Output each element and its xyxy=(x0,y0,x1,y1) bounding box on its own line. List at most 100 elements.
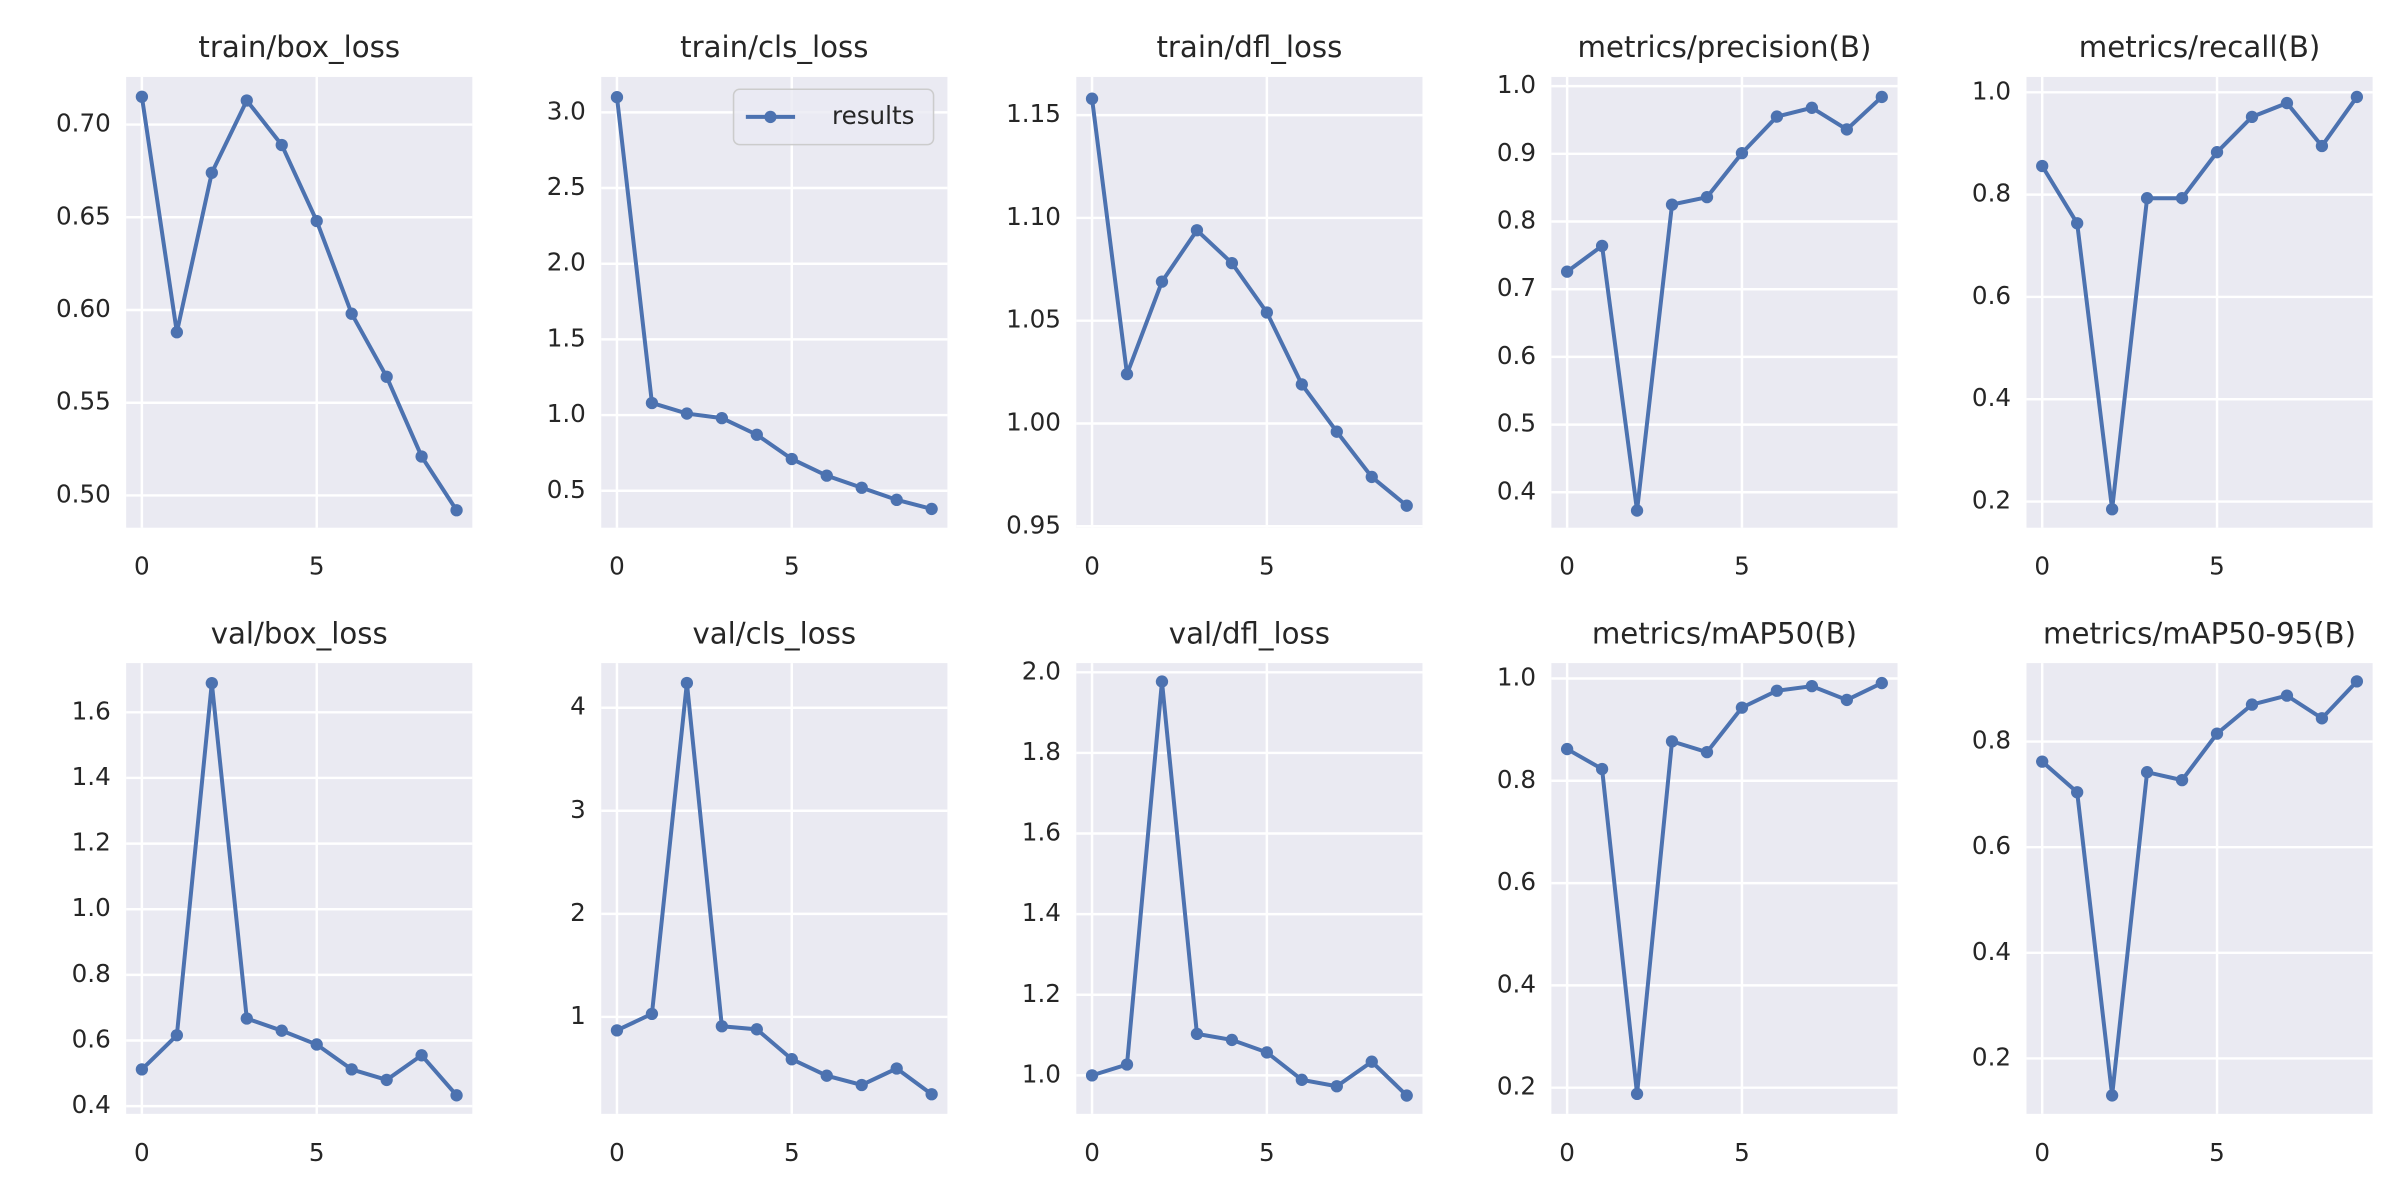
data-point xyxy=(1085,92,1099,105)
data-point xyxy=(205,676,218,690)
x-tick-label: 5 xyxy=(309,1138,325,1167)
subplot-title: metrics/precision(B) xyxy=(1578,30,1872,64)
y-tick-label: 0.8 xyxy=(72,959,111,988)
data-point xyxy=(715,411,729,425)
data-point xyxy=(1225,1033,1239,1047)
subplot: metrics/precision(B) 0.4 0.5 0.6 0.7 0.8 0.9 1.… xyxy=(1497,30,1898,581)
y-tick-label: 0.4 xyxy=(1972,383,2011,412)
x-tick-label: 0 xyxy=(1084,552,1100,581)
data-point xyxy=(380,1073,393,1087)
data-point xyxy=(1190,224,1204,237)
data-point xyxy=(1630,1087,1644,1100)
data-point xyxy=(345,307,358,320)
data-point xyxy=(2175,192,2189,205)
data-point xyxy=(1155,675,1169,688)
data-point xyxy=(785,1053,798,1066)
series-line xyxy=(139,96,459,512)
plot-area xyxy=(601,663,948,1114)
data-point xyxy=(450,504,463,517)
subplot-title: train/dfl_loss xyxy=(1156,30,1342,64)
y-tick-label: 0.2 xyxy=(1497,1072,1536,1101)
data-point xyxy=(2245,698,2259,711)
x-tick-label: 0 xyxy=(134,552,150,581)
subplot-title: val/box_loss xyxy=(211,616,388,650)
y-tick-label: 1.10 xyxy=(1006,202,1061,231)
legend-marker xyxy=(764,110,777,124)
data-point xyxy=(1560,265,1574,278)
data-point xyxy=(1875,676,1888,690)
subplot: train/cls_loss 0.5 1.0 1.5 2.0 2.5 3.0 0 5 result… xyxy=(547,30,948,581)
subplot-title: metrics/recall(B) xyxy=(2079,30,2321,64)
plot-area xyxy=(1551,663,1898,1114)
data-point xyxy=(1365,470,1378,484)
x-tick-label: 5 xyxy=(1259,1138,1275,1167)
data-point xyxy=(1400,499,1413,512)
data-point xyxy=(2140,766,2154,779)
data-point xyxy=(890,493,903,506)
data-point xyxy=(275,138,288,152)
y-tick-label: 0.4 xyxy=(1497,969,1536,998)
data-point xyxy=(645,1007,659,1021)
legend-box xyxy=(732,88,935,146)
y-tick-label: 1.0 xyxy=(547,399,586,428)
data-point xyxy=(2210,146,2224,159)
y-tick-label: 0.8 xyxy=(1972,179,2011,208)
data-point xyxy=(1120,1058,1134,1071)
y-tick-label: 0.8 xyxy=(1497,765,1536,794)
y-tick-label: 0.6 xyxy=(1972,831,2011,860)
y-tick-label: 1.05 xyxy=(1006,305,1061,334)
subplot: metrics/recall(B) 0.2 0.4 0.6 0.8 1.0 0 5 xyxy=(1972,30,2373,581)
data-point xyxy=(450,1089,463,1102)
y-tick-label: 1 xyxy=(570,1001,586,1030)
data-point xyxy=(1875,90,1888,104)
y-tick-label: 0.5 xyxy=(1497,409,1536,438)
y-tick-label: 1.0 xyxy=(1022,1059,1061,1088)
data-point xyxy=(2140,192,2154,205)
data-point xyxy=(1700,190,1714,204)
y-tick-label: 2.0 xyxy=(547,248,586,277)
x-tick-label: 0 xyxy=(2034,552,2050,581)
data-point xyxy=(785,452,798,466)
data-point xyxy=(1190,1027,1204,1041)
y-tick-label: 0.2 xyxy=(1972,1042,2011,1071)
subplot-title: train/cls_loss xyxy=(680,30,868,64)
data-point xyxy=(1805,679,1819,693)
y-tick-label: 1.00 xyxy=(1006,407,1061,436)
data-point xyxy=(610,91,624,104)
series-line xyxy=(2040,679,2359,1096)
y-tick-label: 0.4 xyxy=(72,1090,111,1119)
data-point xyxy=(1665,198,1679,211)
data-point xyxy=(2245,110,2259,124)
subplot: val/dfl_loss 1.0 1.2 1.4 1.6 1.8 2.0 0 5 xyxy=(1022,616,1423,1167)
series-line xyxy=(616,682,933,1096)
x-tick-label: 0 xyxy=(134,1138,150,1167)
subplot: val/cls_loss 1 2 3 4 0 5 xyxy=(570,616,948,1167)
y-tick-label: 0.6 xyxy=(1497,341,1536,370)
data-point xyxy=(820,469,833,482)
data-point xyxy=(925,502,938,516)
data-point xyxy=(170,1029,184,1042)
x-tick-label: 5 xyxy=(309,552,325,581)
plot-area xyxy=(2026,663,2373,1114)
data-point xyxy=(750,428,763,441)
data-point xyxy=(1840,693,1853,707)
y-tick-label: 0.8 xyxy=(1972,726,2011,755)
y-tick-label: 2.5 xyxy=(547,172,586,201)
y-tick-label: 0.60 xyxy=(56,294,111,323)
legend-label: results xyxy=(832,101,914,130)
data-point xyxy=(610,1024,624,1037)
data-point xyxy=(1665,735,1679,748)
plot-area xyxy=(1076,663,1423,1114)
series-line xyxy=(1090,98,1408,508)
x-tick-label: 5 xyxy=(1734,552,1750,581)
plot-area xyxy=(126,663,473,1114)
data-point xyxy=(820,1069,833,1082)
subplot-title: metrics/mAP50(B) xyxy=(1592,616,1857,650)
data-point xyxy=(2350,90,2364,104)
data-point xyxy=(415,1049,428,1062)
data-point xyxy=(1560,742,1574,756)
data-point xyxy=(855,1078,868,1092)
subplot: train/dfl_loss 0.95 1.00 1.05 1.10 1.15 0 5 xyxy=(1006,30,1423,581)
data-point xyxy=(890,1062,903,1075)
subplot: metrics/mAP50-95(B) 0.2 0.4 0.6 0.8 0 5 xyxy=(1972,616,2373,1167)
